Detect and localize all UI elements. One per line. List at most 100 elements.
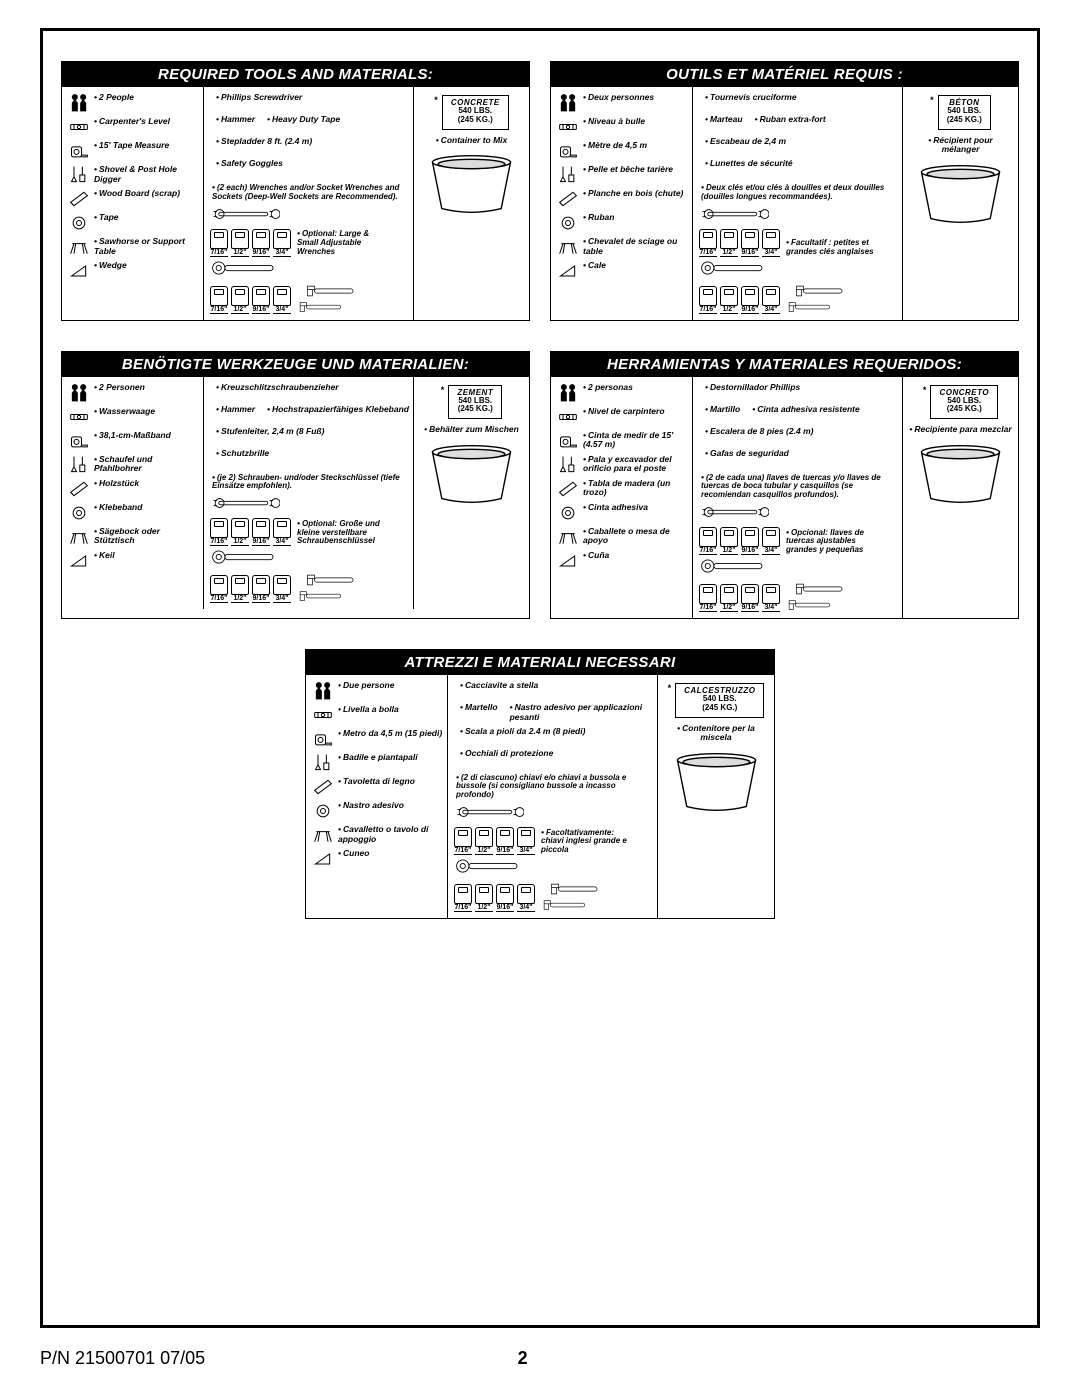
socket-size: 3/4": [762, 249, 780, 257]
socket-size: 1/2": [475, 847, 493, 855]
container-icon: [424, 441, 519, 511]
container-label: •Container to Mix: [436, 136, 508, 146]
people-icon: [312, 681, 334, 701]
ratchet-icon: [210, 259, 409, 282]
socket-icon: [252, 286, 270, 306]
container-icon: [424, 151, 519, 221]
socket-icon: [210, 286, 228, 306]
wrench-note: •(2 di ciascuno) chiavi e/o chiavi a bus…: [454, 771, 653, 802]
tool-label: •Chevalet de sciage ou table: [583, 237, 688, 257]
people-icon: [68, 93, 90, 113]
socket-icon: [762, 584, 780, 604]
tool-item: •Tape: [68, 213, 199, 233]
people-icon: [557, 93, 579, 113]
tool-label: •Tavoletta di legno: [338, 777, 415, 787]
socket-size: 1/2": [720, 604, 738, 612]
panel-title: ATTREZZI E MATERIALI NECESSARI: [306, 650, 774, 675]
socket-row: 7/16"1/2"9/16"3/4": [210, 573, 409, 603]
tape-icon: [68, 213, 90, 233]
weight-kg: (245 KG.): [947, 116, 982, 125]
col-hand-tools: •Cacciavite a stella•Martello•Nastro ade…: [448, 675, 658, 918]
socket-icon: [231, 286, 249, 306]
wedge-icon: [557, 551, 579, 571]
socket-icon: [231, 229, 249, 249]
tool-label: •Cuneo: [338, 849, 369, 859]
socket-size: 7/16": [699, 306, 717, 314]
tool-label: •Cacciavite a stella: [460, 681, 538, 691]
tool-label: •Livella a bolla: [338, 705, 399, 715]
tool-row: •Safety Goggles: [210, 159, 409, 177]
socket-icon: [231, 575, 249, 595]
socket-icon: [273, 286, 291, 306]
socket-icon: [454, 884, 472, 904]
tool-label: •Tabla de madera (un trozo): [583, 479, 688, 499]
tool-label: •Badile e piantapali: [338, 753, 418, 763]
col-materials: *CONCRETE540 LBS.(245 KG.)•Container to …: [414, 87, 529, 320]
socket-size: 9/16": [252, 306, 270, 314]
tool-row: •Kreuzschlitzschraubenzieher: [210, 383, 409, 401]
star-icon: *: [668, 683, 672, 693]
socket-size: 1/2": [231, 306, 249, 314]
ratchet-icon: [699, 259, 898, 282]
tool-row: •Hammer•Heavy Duty Tape: [210, 115, 409, 133]
tools-panel: REQUIRED TOOLS AND MATERIALS:•2 People•C…: [61, 61, 530, 321]
socket-row: 7/16"1/2"9/16"3/4": [699, 582, 898, 612]
tool-item: •Deux personnes: [557, 93, 688, 113]
tool-item: •Shovel & Post Hole Digger: [68, 165, 199, 185]
col-personal-tools: •2 People•Carpenter's Level•15' Tape Mea…: [62, 87, 204, 320]
tool-row: •Gafas de seguridad: [699, 449, 898, 467]
tool-item: •2 Personen: [68, 383, 199, 403]
socket-group: 7/16"1/2"9/16"3/4": [210, 286, 291, 314]
tool-label: •2 People: [94, 93, 134, 103]
socket-icon: [475, 884, 493, 904]
wrench-note: •(je 2) Schrauben- und/oder Steckschlüss…: [210, 471, 409, 494]
tool-label: •Due persone: [338, 681, 394, 691]
socket-icon: [454, 827, 472, 847]
tape-measure-icon: [68, 141, 90, 161]
socket-size: 9/16": [252, 249, 270, 257]
socket-group: 7/16"1/2"9/16"3/4": [454, 827, 535, 855]
weight-kg: (245 KG.): [939, 405, 989, 414]
sawhorse-icon: [312, 825, 334, 845]
socket-size: 1/2": [720, 249, 738, 257]
tool-item: •Carpenter's Level: [68, 117, 199, 137]
tape-icon: [557, 213, 579, 233]
wedge-icon: [68, 261, 90, 281]
tool-label: •Wood Board (scrap): [94, 189, 180, 199]
shovel-icon: [557, 165, 579, 185]
level-icon: [68, 117, 90, 137]
shovel-icon: [312, 753, 334, 773]
tool-item: •Mètre de 4,5 m: [557, 141, 688, 161]
socket-size: 3/4": [273, 249, 291, 257]
footer: P/N 21500701 07/05 2: [40, 1348, 1040, 1369]
socket-icon: [273, 229, 291, 249]
socket-size: 9/16": [741, 604, 759, 612]
socket-icon: [720, 584, 738, 604]
tool-item: •Caballete o mesa de apoyo: [557, 527, 688, 547]
tool-label: •Cinta adhesiva resistente: [752, 405, 860, 415]
part-number: P/N 21500701 07/05: [40, 1348, 205, 1369]
tool-item: •Wood Board (scrap): [68, 189, 199, 209]
socket-row: 7/16"1/2"9/16"3/4"•Optional: Large & Sma…: [210, 229, 409, 257]
wrench-icon: [699, 504, 898, 525]
socket-icon: [496, 884, 514, 904]
socket-icon: [741, 584, 759, 604]
socket-row: 7/16"1/2"9/16"3/4"•Facoltativamente: chi…: [454, 827, 653, 855]
col-materials: *ZEMENT540 LBS.(245 KG.)•Behälter zum Mi…: [414, 377, 529, 610]
tool-item: •Tabla de madera (un trozo): [557, 479, 688, 499]
socket-icon: [273, 518, 291, 538]
weight-kg: (245 KG.): [457, 405, 493, 414]
page-number: 2: [205, 1348, 840, 1369]
tool-label: •Cavalletto o tavolo di appoggio: [338, 825, 443, 845]
socket-icon: [231, 518, 249, 538]
tool-label: •Escabeau de 2,4 m: [705, 137, 786, 147]
tool-item: •Nastro adesivo: [312, 801, 443, 821]
concrete-box: CONCRETE540 LBS.(245 KG.): [442, 95, 509, 130]
tool-label: •Wasserwaage: [94, 407, 155, 417]
socket-icon: [699, 286, 717, 306]
tool-label: •Shovel & Post Hole Digger: [94, 165, 199, 185]
people-icon: [68, 383, 90, 403]
level-icon: [68, 407, 90, 427]
socket-group: 7/16"1/2"9/16"3/4": [454, 884, 535, 912]
tape-measure-icon: [557, 431, 579, 451]
